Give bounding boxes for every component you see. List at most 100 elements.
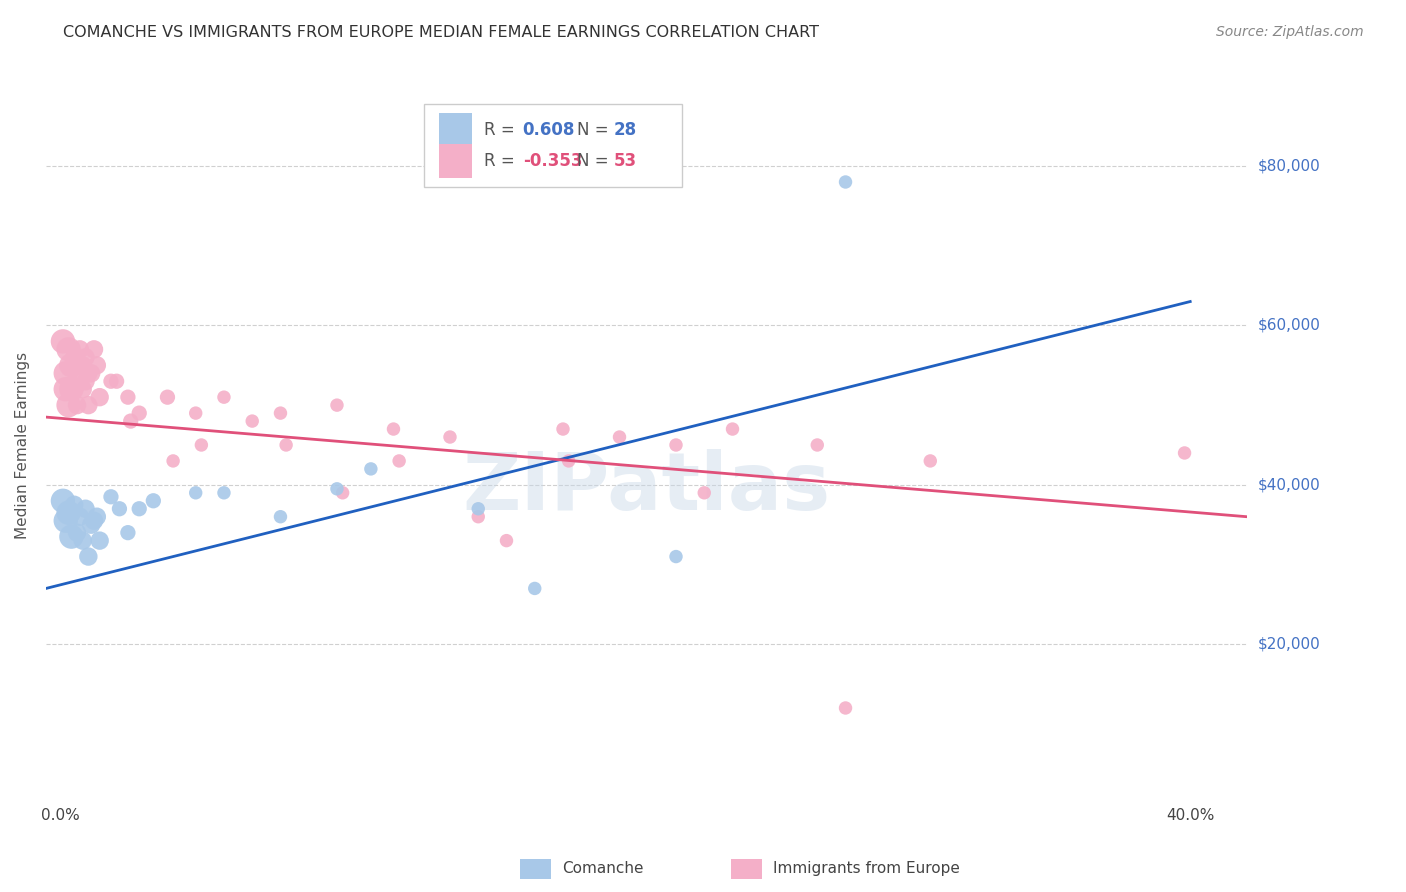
Point xyxy=(60,530,83,544)
Text: -0.353: -0.353 xyxy=(523,152,582,169)
Point xyxy=(55,366,77,380)
Text: Source: ZipAtlas.com: Source: ZipAtlas.com xyxy=(1216,25,1364,39)
Text: $40,000: $40,000 xyxy=(1258,477,1320,492)
Text: 53: 53 xyxy=(614,152,637,169)
Point xyxy=(105,374,128,388)
Point xyxy=(184,406,207,420)
Text: 0.608: 0.608 xyxy=(523,121,575,139)
Point xyxy=(920,454,942,468)
Point xyxy=(55,382,77,396)
Point xyxy=(274,438,297,452)
Text: $20,000: $20,000 xyxy=(1258,637,1320,652)
Point xyxy=(60,359,83,373)
Point xyxy=(80,366,103,380)
Point xyxy=(75,351,97,365)
Point xyxy=(117,390,139,404)
Text: $80,000: $80,000 xyxy=(1258,159,1320,174)
Point xyxy=(72,382,94,396)
Y-axis label: Median Female Earnings: Median Female Earnings xyxy=(15,351,30,539)
Point xyxy=(142,493,165,508)
Point xyxy=(212,390,235,404)
Point xyxy=(80,517,103,532)
Point xyxy=(269,509,291,524)
Point xyxy=(665,549,688,564)
Point xyxy=(60,382,83,396)
Point xyxy=(184,485,207,500)
Point xyxy=(609,430,631,444)
Point xyxy=(120,414,142,428)
Point xyxy=(360,462,382,476)
Point xyxy=(58,343,80,357)
Point xyxy=(63,382,86,396)
Point xyxy=(117,525,139,540)
Point xyxy=(190,438,212,452)
FancyBboxPatch shape xyxy=(425,104,682,186)
Point xyxy=(467,501,489,516)
Point xyxy=(128,406,150,420)
Point xyxy=(72,359,94,373)
Point xyxy=(75,501,97,516)
Point xyxy=(1174,446,1197,460)
Text: R =: R = xyxy=(484,152,520,169)
Point xyxy=(69,343,91,357)
Point xyxy=(72,533,94,548)
Point xyxy=(66,359,89,373)
Text: Comanche: Comanche xyxy=(562,862,644,876)
Point xyxy=(77,366,100,380)
Text: N =: N = xyxy=(576,121,613,139)
FancyBboxPatch shape xyxy=(439,113,472,147)
Point xyxy=(108,501,131,516)
Point xyxy=(63,498,86,512)
Point xyxy=(77,549,100,564)
Text: $60,000: $60,000 xyxy=(1258,318,1320,333)
Point xyxy=(240,414,263,428)
Point xyxy=(665,438,688,452)
Point xyxy=(523,582,546,596)
Point xyxy=(100,374,122,388)
Point xyxy=(83,514,105,528)
Point xyxy=(58,398,80,412)
Point xyxy=(100,490,122,504)
Point xyxy=(69,366,91,380)
Point xyxy=(439,430,461,444)
Point xyxy=(551,422,574,436)
Point xyxy=(162,454,184,468)
Point xyxy=(834,701,856,715)
Text: ZIPatlas: ZIPatlas xyxy=(463,449,831,527)
Point xyxy=(834,175,856,189)
Point xyxy=(388,454,411,468)
Point xyxy=(66,398,89,412)
Point xyxy=(721,422,744,436)
Point xyxy=(269,406,291,420)
Point xyxy=(467,509,489,524)
Point xyxy=(52,334,75,349)
Point xyxy=(63,351,86,365)
Point xyxy=(128,501,150,516)
Point xyxy=(156,390,179,404)
Text: 28: 28 xyxy=(614,121,637,139)
Point xyxy=(495,533,517,548)
Point xyxy=(86,359,108,373)
Point xyxy=(89,390,111,404)
Point xyxy=(326,398,349,412)
Point xyxy=(693,485,716,500)
FancyBboxPatch shape xyxy=(439,144,472,178)
Point xyxy=(557,454,579,468)
Point xyxy=(83,343,105,357)
Point xyxy=(86,509,108,524)
Text: N =: N = xyxy=(576,152,613,169)
Point xyxy=(89,533,111,548)
Point xyxy=(77,398,100,412)
Point xyxy=(69,509,91,524)
Point xyxy=(58,506,80,520)
Text: Immigrants from Europe: Immigrants from Europe xyxy=(773,862,960,876)
Point xyxy=(52,493,75,508)
Point xyxy=(332,485,354,500)
Point xyxy=(75,374,97,388)
Point xyxy=(55,514,77,528)
Point xyxy=(806,438,828,452)
Point xyxy=(212,485,235,500)
Point xyxy=(326,482,349,496)
Point xyxy=(382,422,405,436)
Text: COMANCHE VS IMMIGRANTS FROM EUROPE MEDIAN FEMALE EARNINGS CORRELATION CHART: COMANCHE VS IMMIGRANTS FROM EUROPE MEDIA… xyxy=(63,25,820,40)
